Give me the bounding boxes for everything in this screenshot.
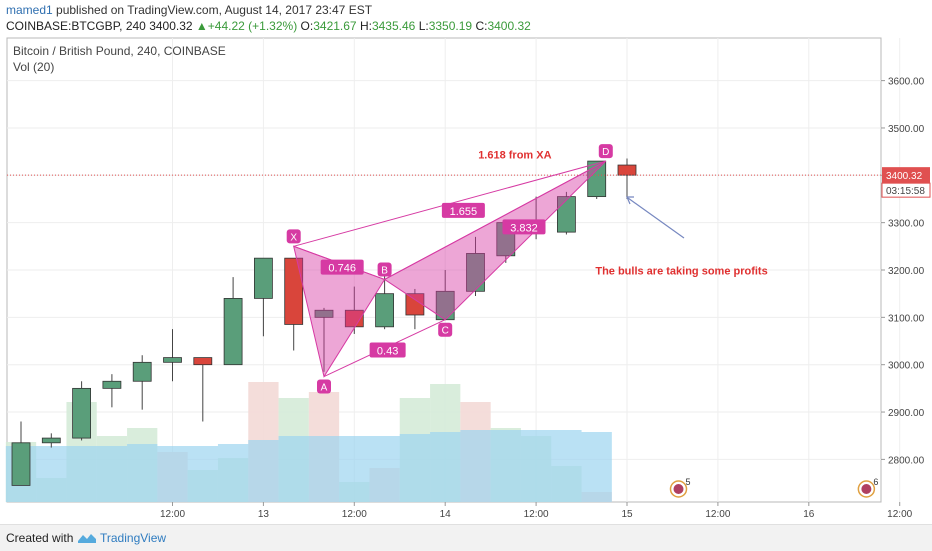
last-price: 3400.32: [149, 19, 193, 33]
open-label: O:: [300, 19, 314, 33]
x-tick-label: 12:00: [160, 509, 185, 520]
candle-body: [557, 196, 576, 233]
publish-info: mamed1 published on TradingView.com, Aug…: [6, 3, 372, 17]
candle-body: [223, 298, 243, 366]
price-change: ▲+44.22 (+1.32%): [195, 19, 298, 33]
y-tick-label: 3500.00: [888, 124, 925, 135]
candle-body: [11, 442, 31, 486]
ratio-badge[interactable]: [369, 342, 406, 358]
x-tick-label: 16: [803, 509, 815, 520]
low-label: L:: [418, 19, 429, 33]
high-label: H:: [359, 19, 372, 33]
close-value: 3400.32: [487, 19, 531, 33]
candle-body: [466, 253, 485, 292]
price-tag: [882, 167, 930, 184]
open-value: 3421.67: [313, 19, 357, 33]
annotation-arrow: [627, 197, 685, 239]
y-tick-label: 3300.00: [888, 219, 925, 230]
pattern-point-label: D: [602, 147, 609, 158]
countdown-tag: [881, 182, 931, 198]
pattern-point-badge[interactable]: [286, 229, 301, 244]
high-value: 3435.46: [371, 19, 416, 33]
candle-body: [132, 361, 152, 382]
candle-body: [41, 437, 61, 444]
x-tick-label: 12:00: [342, 509, 367, 520]
ratio-badge[interactable]: [320, 259, 364, 275]
event-flag-core-icon: [673, 484, 684, 494]
publish-text: published on TradingView.com, August 14,…: [56, 3, 373, 17]
pattern-point-badge[interactable]: [438, 322, 453, 337]
ratio-label: 3.832: [510, 222, 538, 234]
pattern-point-badge[interactable]: [598, 144, 613, 159]
candle-body: [617, 164, 637, 176]
y-tick-label: 3100.00: [888, 313, 925, 324]
chart-title: Bitcoin / British Pound, 240, COINBASE: [13, 44, 226, 58]
pattern-point-label: C: [442, 326, 449, 337]
event-count: 5: [686, 477, 691, 487]
event-count: 6: [873, 477, 878, 487]
y-tick-label: 3200.00: [888, 266, 925, 277]
footer-bar: Created with TradingView: [0, 524, 932, 551]
x-tick-label: 15: [621, 509, 633, 520]
x-tick-label: 12:00: [887, 509, 912, 520]
candle-body: [193, 357, 213, 366]
candle-body: [375, 293, 395, 328]
pattern-point-badge[interactable]: [377, 262, 392, 277]
candle-body: [344, 309, 364, 328]
pattern-point-label: B: [381, 265, 388, 276]
pattern-point-badge[interactable]: [317, 379, 331, 394]
candles: [7, 158, 881, 486]
candle-body: [284, 257, 304, 325]
arrow-head-icon: [626, 196, 634, 205]
annotations: 1.618 from XA The bulls are taking some p…: [478, 150, 878, 498]
pattern-point-label: A: [321, 383, 328, 394]
price-axis[interactable]: 2800.00 2900.00 3000.00 3100.00 3200.00 3300.…: [881, 77, 931, 467]
annotation-text: The bulls are taking some profits: [595, 266, 767, 278]
annotation-text: 1.618 from XA: [478, 150, 551, 162]
candle-body: [405, 293, 425, 316]
pattern-line-bd[interactable]: [384, 160, 607, 280]
tradingview-logo-icon: [78, 534, 96, 543]
candle-body: [253, 257, 273, 299]
y-tick-label: 2900.00: [888, 408, 925, 419]
y-tick-label: 2800.00: [888, 455, 925, 466]
x-tick-label: 12:00: [705, 509, 730, 520]
price-chart[interactable]: X A B C D 0.746 0.43 1.655 3.832 1.618 from XA Th…: [0, 0, 932, 524]
y-tick-label: 3600.00: [888, 77, 925, 88]
tradingview-brand[interactable]: TradingView: [100, 531, 167, 545]
ratio-label: 1.655: [450, 206, 478, 218]
harmonic-pattern[interactable]: X A B C D 0.746 0.43 1.655 3.832: [286, 144, 613, 394]
candle-body: [72, 387, 91, 439]
y-tick-label: 3000.00: [888, 361, 925, 372]
candle-body: [163, 357, 182, 363]
created-with-text: Created with: [6, 531, 74, 545]
ratio-label: 0.43: [377, 345, 398, 357]
symbol-label: COINBASE:BTCGBP, 240: [6, 19, 146, 33]
low-value: 3350.19: [428, 19, 473, 33]
volume-ma-area: [5, 430, 612, 502]
volume-pane: [5, 382, 612, 502]
price-tag-label: 3400.32: [886, 171, 923, 182]
pattern-point-label: X: [290, 232, 297, 243]
time-axis[interactable]: 12:00 13 12:00 14 12:00 15 12:00 16 12:00: [160, 502, 913, 520]
countdown-label: 03:15:58: [886, 186, 925, 197]
ratio-badge[interactable]: [502, 219, 546, 235]
x-tick-label: 12:00: [524, 509, 549, 520]
close-label: C:: [475, 19, 488, 33]
volume-indicator-label: Vol (20): [13, 60, 54, 74]
event-flag-core-icon: [861, 484, 872, 494]
ratio-label: 0.746: [328, 263, 356, 275]
symbol-info: COINBASE:BTCGBP, 240 3400.32 ▲+44.22 (+1…: [6, 19, 531, 33]
candle-body: [314, 309, 334, 318]
x-tick-label: 14: [440, 509, 452, 520]
x-tick-label: 13: [258, 509, 270, 520]
ratio-badge[interactable]: [441, 202, 485, 218]
candle-body: [102, 380, 122, 389]
author-name[interactable]: mamed1: [6, 3, 53, 17]
